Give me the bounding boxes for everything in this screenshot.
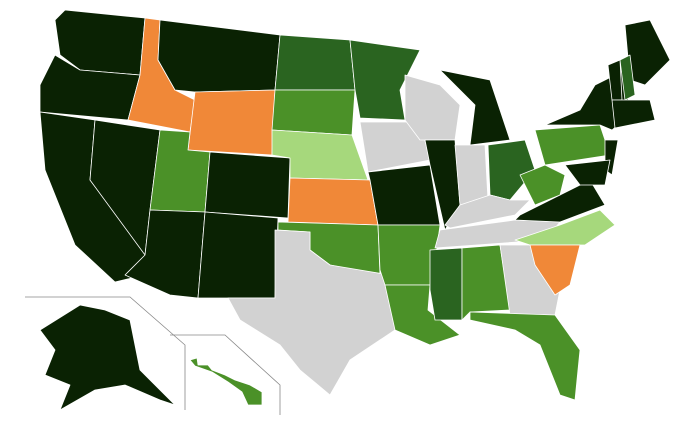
state — [444, 194, 531, 229]
state — [429, 247, 463, 321]
state — [534, 124, 611, 166]
state — [157, 19, 281, 93]
state — [611, 99, 656, 129]
state — [564, 159, 611, 186]
state — [274, 34, 356, 91]
state — [487, 139, 536, 201]
state — [367, 164, 441, 226]
state — [454, 144, 489, 206]
state — [499, 244, 561, 316]
state — [227, 229, 396, 396]
state — [189, 357, 263, 406]
state — [204, 151, 291, 219]
state — [461, 244, 511, 321]
state — [287, 177, 379, 226]
state — [197, 211, 279, 299]
state — [39, 304, 176, 411]
inset-border — [25, 296, 186, 410]
state — [469, 311, 581, 401]
state — [271, 89, 356, 136]
state — [439, 69, 511, 146]
state — [187, 89, 276, 156]
state — [619, 54, 636, 101]
state — [529, 244, 581, 296]
inset-border — [170, 334, 281, 415]
state — [404, 74, 461, 141]
state — [519, 164, 566, 206]
